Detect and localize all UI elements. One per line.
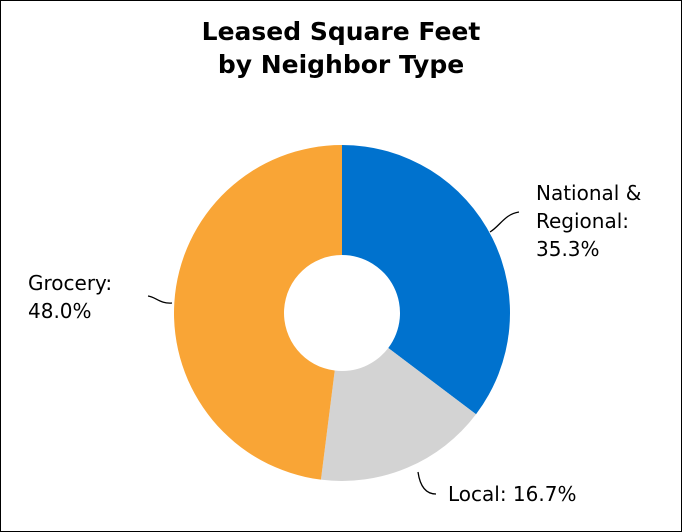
- connector-grocery: [147, 295, 173, 304]
- slice-labels: National & Regional: 35.3% Local: 16.7% Groc…: [28, 181, 641, 506]
- label-national-regional-line-2: Regional:: [536, 209, 629, 233]
- slice-local: [320, 347, 477, 481]
- label-grocery-line-1: Grocery:: [28, 271, 112, 295]
- connector-national-regional: [489, 211, 520, 233]
- label-local-line-1: Local: 16.7%: [448, 482, 576, 506]
- label-local: Local: 16.7%: [448, 482, 576, 506]
- label-national-regional-line-1: National &: [536, 181, 641, 205]
- chart-title: Leased Square Feet by Neighbor Type: [1, 15, 681, 81]
- slice-grocery: [173, 145, 342, 480]
- chart-title-line-2: by Neighbor Type: [217, 50, 465, 79]
- label-national-regional-line-3: 35.3%: [536, 237, 600, 261]
- slice-national-regional: [342, 145, 511, 415]
- chart-title-line-1: Leased Square Feet: [201, 17, 481, 46]
- connector-local: [417, 471, 437, 495]
- label-national-regional: National & Regional: 35.3%: [536, 181, 641, 261]
- donut-slices: [173, 145, 511, 481]
- label-connectors: [147, 211, 520, 495]
- label-grocery: Grocery: 48.0%: [28, 271, 112, 323]
- label-grocery-line-2: 48.0%: [28, 299, 92, 323]
